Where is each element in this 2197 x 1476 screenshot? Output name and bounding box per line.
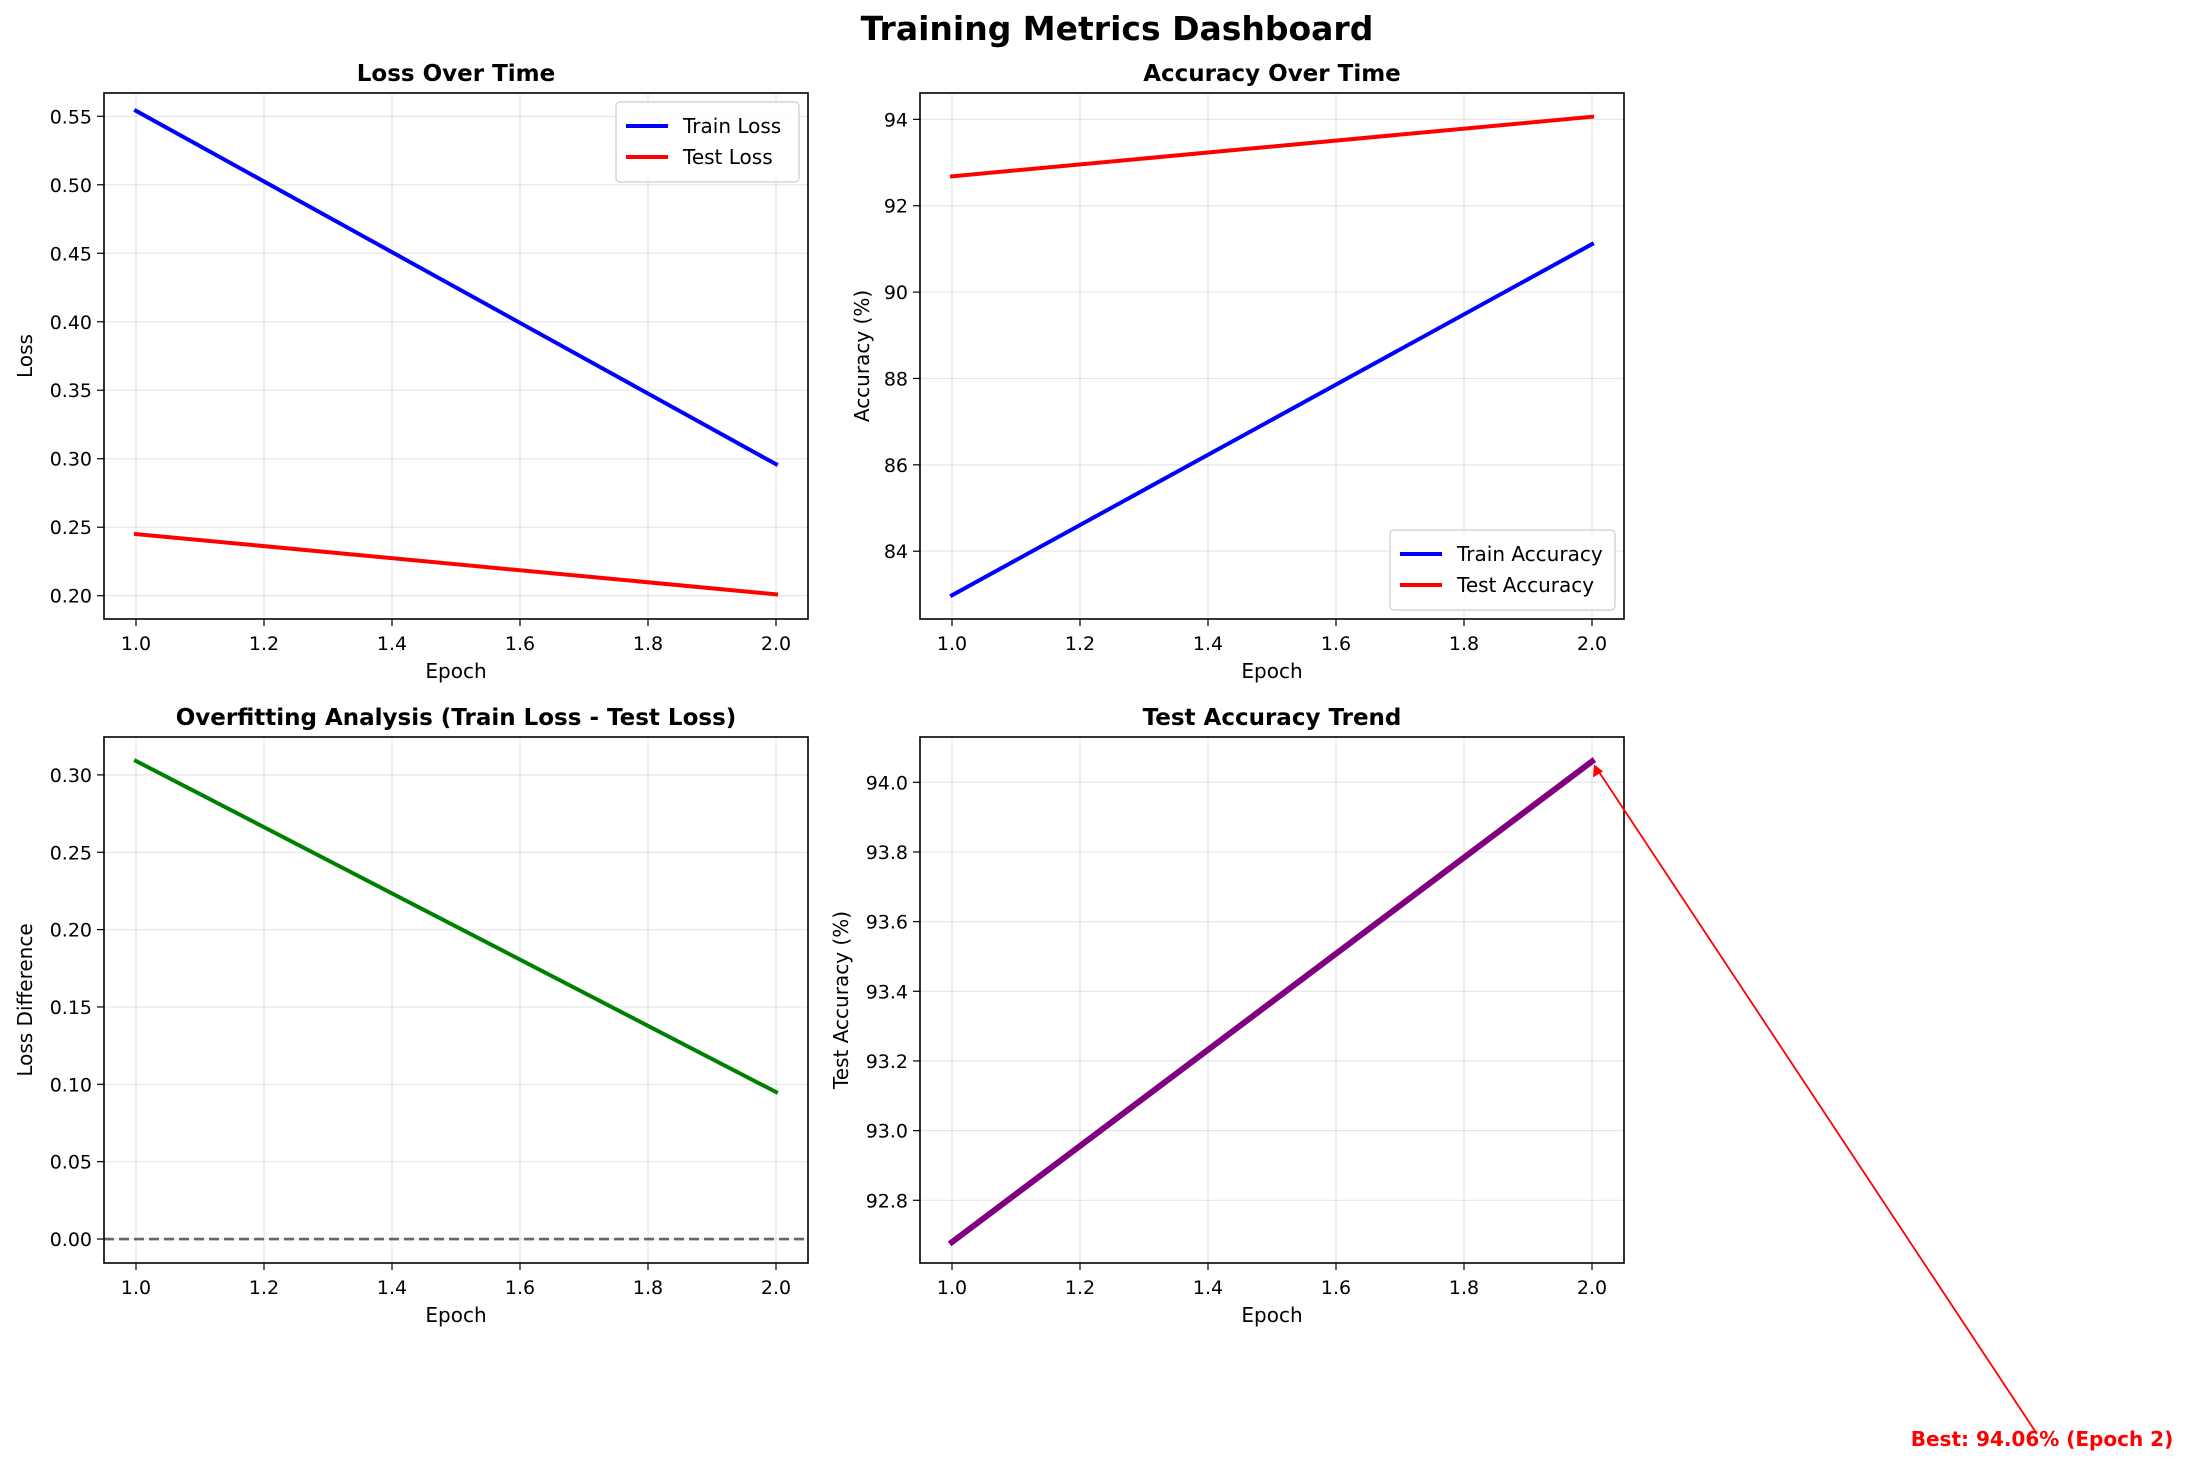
y-tick-label: 0.10 (50, 1074, 92, 1096)
annotation-label: Best: 94.06% (Epoch 2) (1911, 1427, 2173, 1451)
x-axis-label: Epoch (425, 1303, 486, 1327)
x-tick-label: 1.2 (1065, 1277, 1095, 1299)
annotation-arrow-line (1595, 766, 2038, 1435)
y-tick-label: 0.25 (50, 517, 92, 539)
series-line-1 (947, 757, 1597, 1247)
x-tick-label: 2.0 (1577, 633, 1607, 655)
x-tick-label: 1.2 (249, 1277, 279, 1299)
axes-frame (919, 736, 1625, 1264)
y-tick-label: 93.8 (866, 842, 908, 864)
axes-frame (919, 92, 1625, 620)
chart-title: Accuracy Over Time (1143, 61, 1401, 87)
y-tick-label: 0.05 (50, 1152, 92, 1174)
legend: Train Accuracy Test Accuracy (1389, 529, 1616, 611)
y-tick-label: 93.0 (866, 1121, 908, 1143)
legend: Train Loss Test Loss (615, 101, 800, 183)
y-tick-label: 0.40 (50, 312, 92, 334)
x-tick-label: 1.6 (1321, 1277, 1351, 1299)
x-tick-label: 2.0 (761, 633, 791, 655)
y-tick-label: 93.4 (866, 981, 908, 1003)
y-tick-label: 94.0 (866, 772, 908, 794)
y-tick-label: 92 (884, 196, 908, 218)
y-tick-label: 0.55 (50, 106, 92, 128)
y-tick-label: 0.50 (50, 175, 92, 197)
y-tick-label: 84 (884, 541, 908, 563)
x-axis-label: Epoch (425, 659, 486, 683)
best-accuracy-annotation: Best: 94.06% (Epoch 2) (1593, 764, 2173, 1451)
x-tick-label: 1.0 (937, 633, 967, 655)
y-tick-label: 93.6 (866, 912, 908, 934)
legend-box (615, 101, 800, 183)
y-tick-label: 94 (884, 109, 908, 131)
x-tick-label: 1.4 (377, 633, 407, 655)
axes-frame (103, 736, 809, 1264)
x-tick-label: 1.2 (1065, 633, 1095, 655)
chart-panel-2: 1.0 1.2 1.4 1.6 1.8 2.0 84 86 88 90 92 94 Accuracy O… (850, 61, 1625, 683)
x-tick-label: 1.4 (377, 1277, 407, 1299)
legend-label: Train Accuracy (1456, 542, 1603, 566)
train-loss-line (133, 108, 779, 467)
x-tick-label: 1.4 (1193, 633, 1223, 655)
y-tick-label: 0.35 (50, 380, 92, 402)
y-tick-label: 88 (884, 368, 908, 390)
x-tick-label: 1.8 (1449, 1277, 1479, 1299)
y-tick-label: 0.20 (50, 920, 92, 942)
y-tick-label: 92.8 (866, 1190, 908, 1212)
y-tick-label: 0.30 (50, 449, 92, 471)
y-axis-label: Loss Difference (13, 923, 37, 1076)
chart-panel-3: 1.0 1.2 1.4 1.6 1.8 2.0 0.00 0.05 0.10 0.15 0.20 0.… (13, 705, 809, 1327)
x-axis-label: Epoch (1241, 659, 1302, 683)
x-tick-label: 1.6 (1321, 633, 1351, 655)
subplot-grid: 1.0 1.2 1.4 1.6 1.8 2.0 0.20 0.25 0.30 0.35 0.40 0.… (13, 61, 2173, 1451)
x-tick-label: 1.8 (633, 633, 663, 655)
annotation-arrowhead (1593, 764, 1603, 778)
chart-title: Test Accuracy Trend (1143, 705, 1402, 731)
x-tick-label: 1.4 (1193, 1277, 1223, 1299)
y-tick-label: 93.2 (866, 1051, 908, 1073)
axes-frame (103, 92, 809, 620)
figure-suptitle: Training Metrics Dashboard (861, 9, 1374, 48)
legend-box (1389, 529, 1616, 611)
x-tick-label: 1.0 (121, 1277, 151, 1299)
y-tick-label: 0.00 (50, 1229, 92, 1251)
chart-panel-1: 1.0 1.2 1.4 1.6 1.8 2.0 0.20 0.25 0.30 0.35 0.40 0.… (13, 61, 809, 683)
y-axis-label: Accuracy (%) (850, 290, 874, 422)
test-accuracy-line (949, 114, 1595, 179)
y-tick-label: 86 (884, 455, 908, 477)
chart-title: Loss Over Time (357, 61, 555, 87)
y-axis-label: Test Accuracy (%) (829, 911, 853, 1090)
x-tick-label: 2.0 (761, 1277, 791, 1299)
x-tick-label: 1.6 (505, 633, 535, 655)
x-tick-label: 1.8 (1449, 633, 1479, 655)
x-tick-label: 1.6 (505, 1277, 535, 1299)
x-tick-label: 1.0 (121, 633, 151, 655)
chart-panel-4: 1.0 1.2 1.4 1.6 1.8 2.0 92.8 93.0 93.2 93.4 93.6 93… (829, 705, 2173, 1451)
y-tick-label: 90 (884, 282, 908, 304)
y-tick-label: 0.25 (50, 842, 92, 864)
x-tick-label: 2.0 (1577, 1277, 1607, 1299)
legend-label: Test Loss (682, 145, 773, 169)
y-tick-label: 0.30 (50, 765, 92, 787)
legend-label: Test Accuracy (1456, 573, 1594, 597)
y-axis-label: Loss (13, 334, 37, 378)
test-loss-line (133, 531, 779, 597)
x-tick-label: 1.8 (633, 1277, 663, 1299)
legend-label: Train Loss (682, 114, 781, 138)
x-tick-label: 1.0 (937, 1277, 967, 1299)
y-tick-label: 0.45 (50, 243, 92, 265)
chart-title: Overfitting Analysis (Train Loss - Test … (176, 705, 737, 731)
y-tick-label: 0.15 (50, 997, 92, 1019)
x-tick-label: 1.2 (249, 633, 279, 655)
y-tick-label: 0.20 (50, 586, 92, 608)
series-line-1 (133, 758, 779, 1095)
train-accuracy-line (949, 241, 1595, 598)
x-axis-label: Epoch (1241, 1303, 1302, 1327)
